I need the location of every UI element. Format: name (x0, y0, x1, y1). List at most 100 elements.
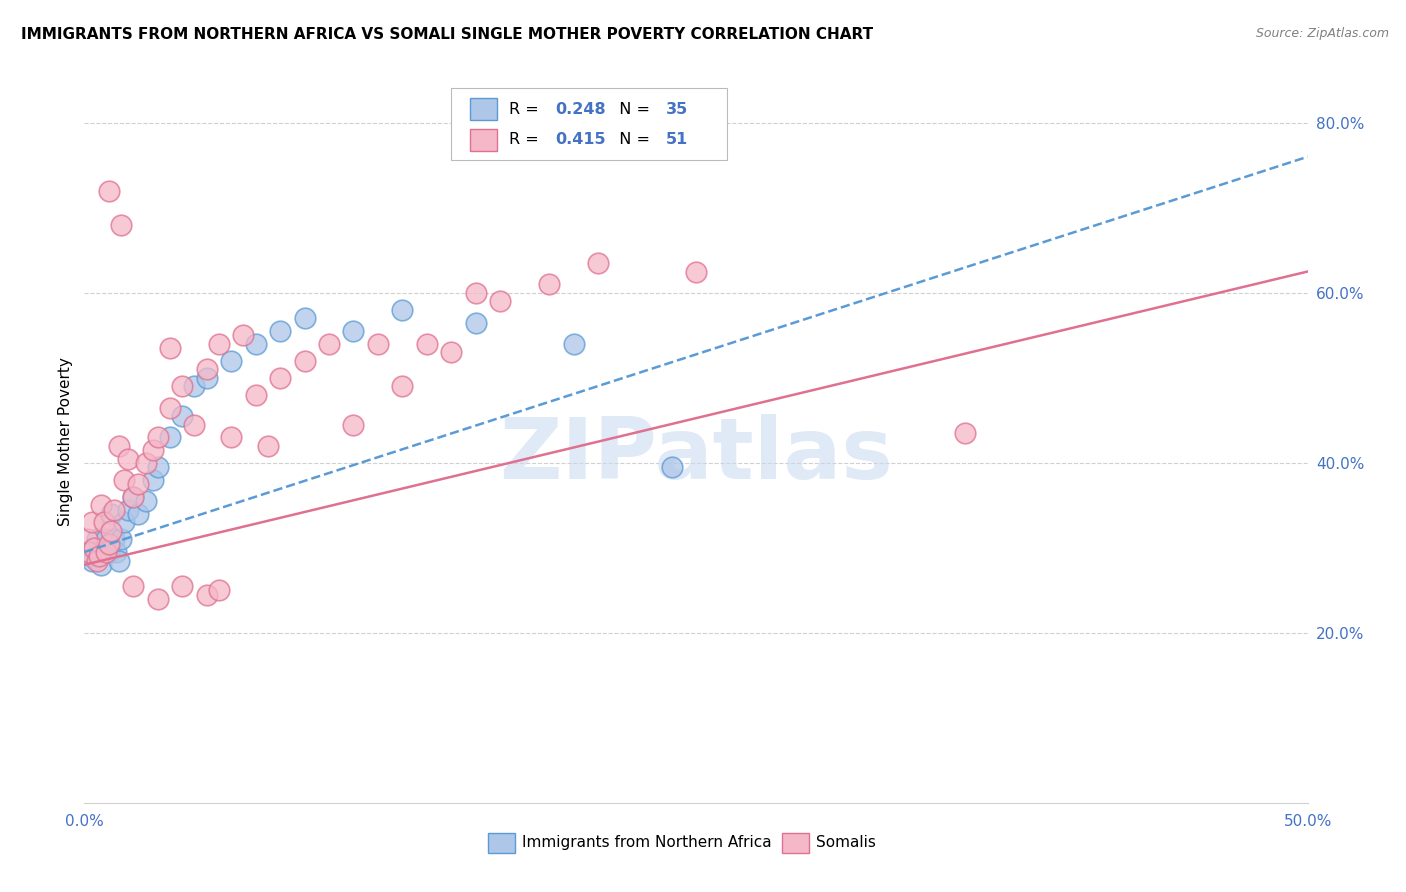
Point (245, 336, 267, 351)
Point (294, 353, 316, 368)
Point (183, 379, 205, 393)
Text: 51: 51 (665, 132, 688, 147)
Point (172, 409, 194, 423)
Point (245, 388, 267, 402)
Text: 0.415: 0.415 (555, 132, 606, 147)
Point (96, 533, 118, 547)
Point (76, 545, 98, 559)
Point (464, 316, 486, 330)
Point (195, 362, 218, 376)
Point (146, 460, 169, 475)
Point (80, 553, 103, 567)
Point (159, 401, 181, 415)
Point (538, 277, 561, 292)
FancyBboxPatch shape (451, 87, 727, 160)
FancyBboxPatch shape (782, 833, 808, 854)
Point (661, 460, 683, 475)
Point (367, 336, 389, 351)
Point (83, 541, 105, 555)
Point (146, 430, 169, 444)
Point (146, 591, 169, 606)
Point (122, 490, 145, 504)
Point (391, 379, 413, 393)
Point (122, 579, 145, 593)
Point (183, 417, 205, 432)
Point (489, 294, 512, 309)
Point (208, 336, 231, 351)
FancyBboxPatch shape (470, 129, 496, 151)
Text: N =: N = (609, 102, 655, 117)
Point (103, 533, 125, 547)
Text: IMMIGRANTS FROM NORTHERN AFRICA VS SOMALI SINGLE MOTHER POVERTY CORRELATION CHAR: IMMIGRANTS FROM NORTHERN AFRICA VS SOMAL… (21, 27, 873, 42)
Point (342, 324, 364, 338)
Point (953, 425, 976, 440)
Point (97, 545, 120, 559)
FancyBboxPatch shape (470, 98, 496, 120)
Point (142, 473, 165, 487)
Point (83, 541, 105, 555)
Point (440, 345, 463, 359)
Text: N =: N = (609, 132, 655, 147)
Text: R =: R = (509, 132, 544, 147)
Point (172, 579, 194, 593)
Point (103, 502, 125, 516)
Point (110, 533, 132, 547)
Point (117, 502, 139, 516)
Point (219, 353, 242, 368)
Point (562, 336, 585, 351)
Point (195, 371, 218, 385)
Point (172, 379, 194, 393)
Text: 0.248: 0.248 (555, 102, 606, 117)
Point (159, 430, 181, 444)
Point (342, 417, 364, 432)
Point (97, 536, 120, 550)
Point (127, 477, 149, 491)
Point (77, 545, 100, 559)
Point (96, 545, 118, 559)
Point (269, 324, 291, 338)
Point (110, 218, 132, 232)
Point (112, 473, 135, 487)
Point (107, 439, 129, 453)
Point (86, 533, 108, 547)
Text: R =: R = (509, 102, 544, 117)
Point (87, 549, 110, 564)
Point (117, 451, 139, 466)
Point (208, 583, 231, 598)
Point (142, 443, 165, 458)
Point (100, 507, 122, 521)
Point (77, 549, 100, 564)
Text: Immigrants from Northern Africa: Immigrants from Northern Africa (522, 835, 772, 850)
Point (318, 336, 340, 351)
Point (464, 285, 486, 300)
Text: 35: 35 (665, 102, 688, 117)
Point (90, 498, 112, 512)
Point (294, 311, 316, 326)
Point (76, 533, 98, 547)
Point (90, 558, 112, 572)
Point (87, 545, 110, 559)
Point (135, 494, 157, 508)
Point (97, 184, 120, 198)
Point (93, 516, 115, 530)
Point (107, 553, 129, 567)
Text: Source: ZipAtlas.com: Source: ZipAtlas.com (1256, 27, 1389, 40)
Point (93, 541, 115, 555)
Point (685, 264, 707, 278)
Point (391, 302, 413, 317)
Y-axis label: Single Mother Poverty: Single Mother Poverty (58, 357, 73, 526)
Point (257, 439, 280, 453)
Point (105, 545, 128, 559)
Point (159, 341, 181, 355)
Point (416, 336, 439, 351)
Point (219, 430, 242, 444)
Text: ZIPatlas: ZIPatlas (499, 415, 893, 498)
Point (135, 456, 157, 470)
Point (269, 371, 291, 385)
Text: Somalis: Somalis (815, 835, 876, 850)
Point (122, 490, 145, 504)
FancyBboxPatch shape (488, 833, 515, 854)
Point (100, 524, 122, 538)
Point (112, 516, 135, 530)
Point (586, 256, 609, 270)
